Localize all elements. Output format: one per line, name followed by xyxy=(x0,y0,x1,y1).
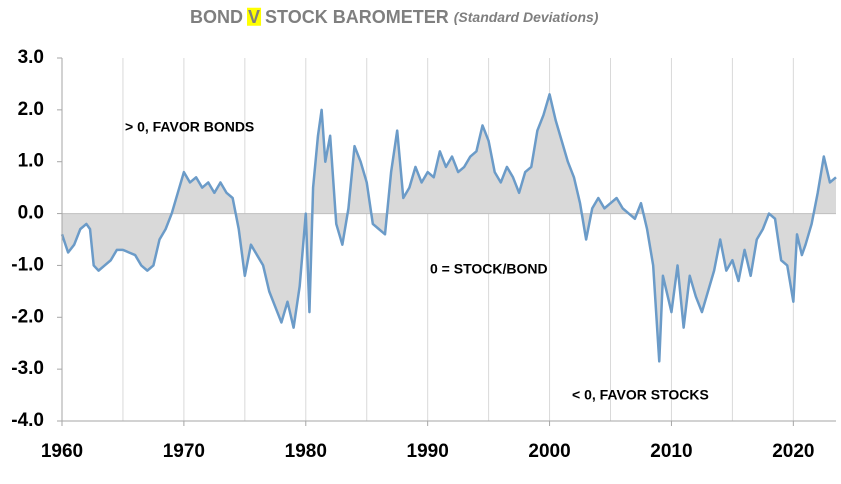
x-tick-label: 2000 xyxy=(528,441,570,462)
title-highlight: V xyxy=(248,7,260,27)
plot-area: -4.0 -3.0 -2.0 -1.0 0.0 1.0 2.0 3.0 1960 1970 1980… xyxy=(11,47,837,462)
y-tick-label: 2.0 xyxy=(18,99,44,120)
annotation: < 0, FAVOR STOCKS xyxy=(572,387,709,403)
y-tick-label: 0.0 xyxy=(18,203,44,224)
annotation: 0 = STOCK/BOND xyxy=(430,261,548,277)
area xyxy=(62,94,836,362)
x-tick-label: 2020 xyxy=(772,441,814,462)
y-tick-label: 3.0 xyxy=(18,47,44,68)
subtitle: (Standard Deviations) xyxy=(454,9,599,25)
y-tick-label: -4.0 xyxy=(11,410,44,431)
annotation: > 0, FAVOR BONDS xyxy=(125,119,254,135)
x-tick-label: 1980 xyxy=(285,441,327,462)
y-tick-label: -3.0 xyxy=(11,358,44,379)
line xyxy=(60,93,837,363)
y-tick-label: -1.0 xyxy=(11,254,44,275)
y-tick-label: 1.0 xyxy=(18,151,44,172)
x-tick-label: 2010 xyxy=(650,441,692,462)
x-tick-label: 1970 xyxy=(163,441,205,462)
x-tick-label: 1960 xyxy=(41,441,83,462)
x-tick-label: 1990 xyxy=(407,441,449,462)
title-part: BOND xyxy=(190,7,243,27)
title-highlight-box xyxy=(247,7,262,26)
chart-title: BOND V STOCK BAROMETER (Standard Deviati… xyxy=(190,7,599,27)
y-tick-label: -2.0 xyxy=(11,306,44,327)
title-part: STOCK BAROMETER xyxy=(265,7,449,27)
